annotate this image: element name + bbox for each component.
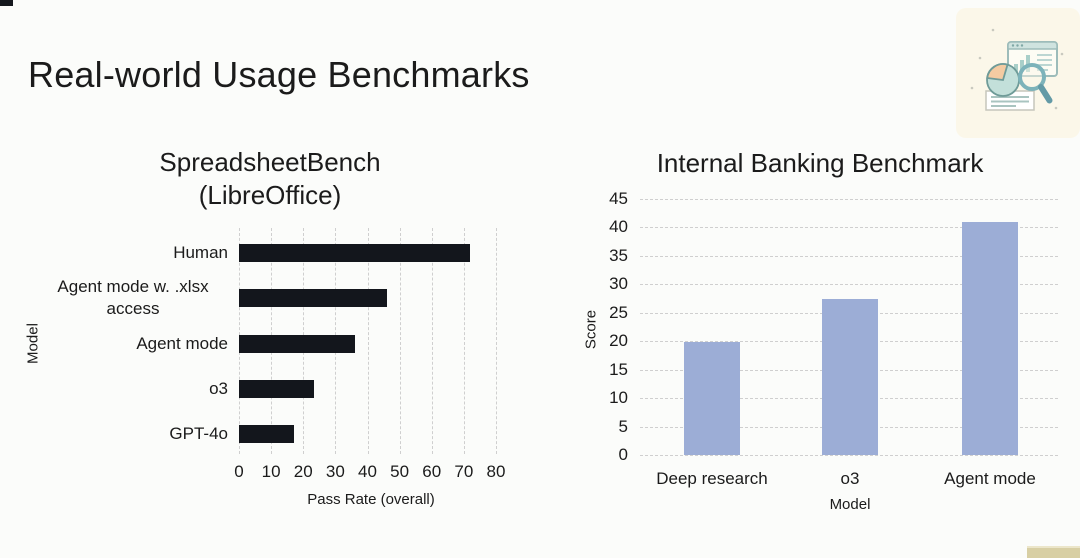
category-label: Agent mode	[944, 469, 1036, 488]
gridline-vertical	[367, 228, 369, 454]
page-title: Real-world Usage Benchmarks	[28, 54, 530, 96]
left-chart-y-axis-label: Model	[24, 323, 42, 364]
left-chart-title: SpreadsheetBench (LibreOffice)	[70, 146, 470, 212]
category-label: Agent mode w. .xlsx access	[57, 277, 209, 318]
bar-o3	[822, 298, 878, 455]
right-chart-y-axis-label: Score	[582, 309, 600, 350]
category-label: Agent mode	[136, 334, 228, 353]
x-tick-label: 50	[390, 462, 410, 481]
gridline-horizontal	[640, 455, 1058, 456]
y-tick-label: 40	[609, 217, 628, 237]
bar-agent-mode	[239, 335, 355, 353]
category-label: o3	[840, 469, 860, 488]
category-label: GPT-4o	[169, 424, 228, 443]
gridline-horizontal	[640, 199, 1058, 200]
x-tick-label: 40	[358, 462, 377, 481]
y-tick-label: 30	[609, 274, 628, 294]
category-label: Human	[173, 243, 228, 262]
y-tick-label: 5	[618, 416, 628, 436]
y-tick-label: 25	[609, 302, 628, 322]
chart-analysis-illustration-icon	[970, 28, 1064, 111]
left-chart-title-line2: (LibreOffice)	[198, 180, 342, 210]
right-chart-x-axis-label: Model	[829, 496, 871, 513]
category-label: Deep research	[656, 469, 768, 488]
bar-o3	[239, 380, 315, 398]
left-chart-x-axis-label: Pass Rate (overall)	[307, 491, 435, 508]
bar-agent-mode	[962, 221, 1018, 455]
y-tick-label: 45	[609, 189, 628, 208]
right-chart-title: Internal Banking Benchmark	[656, 148, 984, 178]
left-chart-title-line1: SpreadsheetBench	[159, 147, 381, 177]
gridline-vertical	[463, 228, 465, 454]
gridline-horizontal	[640, 255, 1058, 257]
gridline-vertical	[431, 228, 433, 454]
corner-illustration-card	[956, 8, 1080, 138]
x-tick-label: 0	[234, 462, 244, 481]
x-tick-label: 70	[454, 462, 474, 481]
x-tick-label: 80	[486, 462, 506, 481]
gridline-vertical	[399, 228, 401, 454]
y-tick-label: 10	[609, 388, 628, 408]
gridline-horizontal	[640, 284, 1058, 286]
gridline-vertical	[496, 228, 497, 454]
bar-human	[239, 244, 471, 262]
bar-gpt-4o	[239, 425, 294, 443]
y-tick-label: 0	[618, 445, 628, 464]
y-tick-label: 15	[609, 359, 628, 379]
x-tick-label: 30	[325, 462, 345, 481]
bar-deep-research	[684, 342, 740, 455]
x-tick-label: 20	[293, 462, 313, 481]
y-tick-label: 20	[609, 331, 628, 351]
category-label: o3	[209, 379, 228, 398]
bar-agent-mode-w-xlsx-access	[239, 289, 387, 307]
gridline-horizontal	[640, 227, 1058, 229]
y-tick-label: 35	[609, 245, 628, 265]
bottom-right-cropped-fragment	[1027, 546, 1080, 558]
x-tick-label: 60	[422, 462, 442, 481]
top-left-cropped-mark	[0, 0, 13, 6]
x-tick-label: 10	[261, 462, 281, 481]
